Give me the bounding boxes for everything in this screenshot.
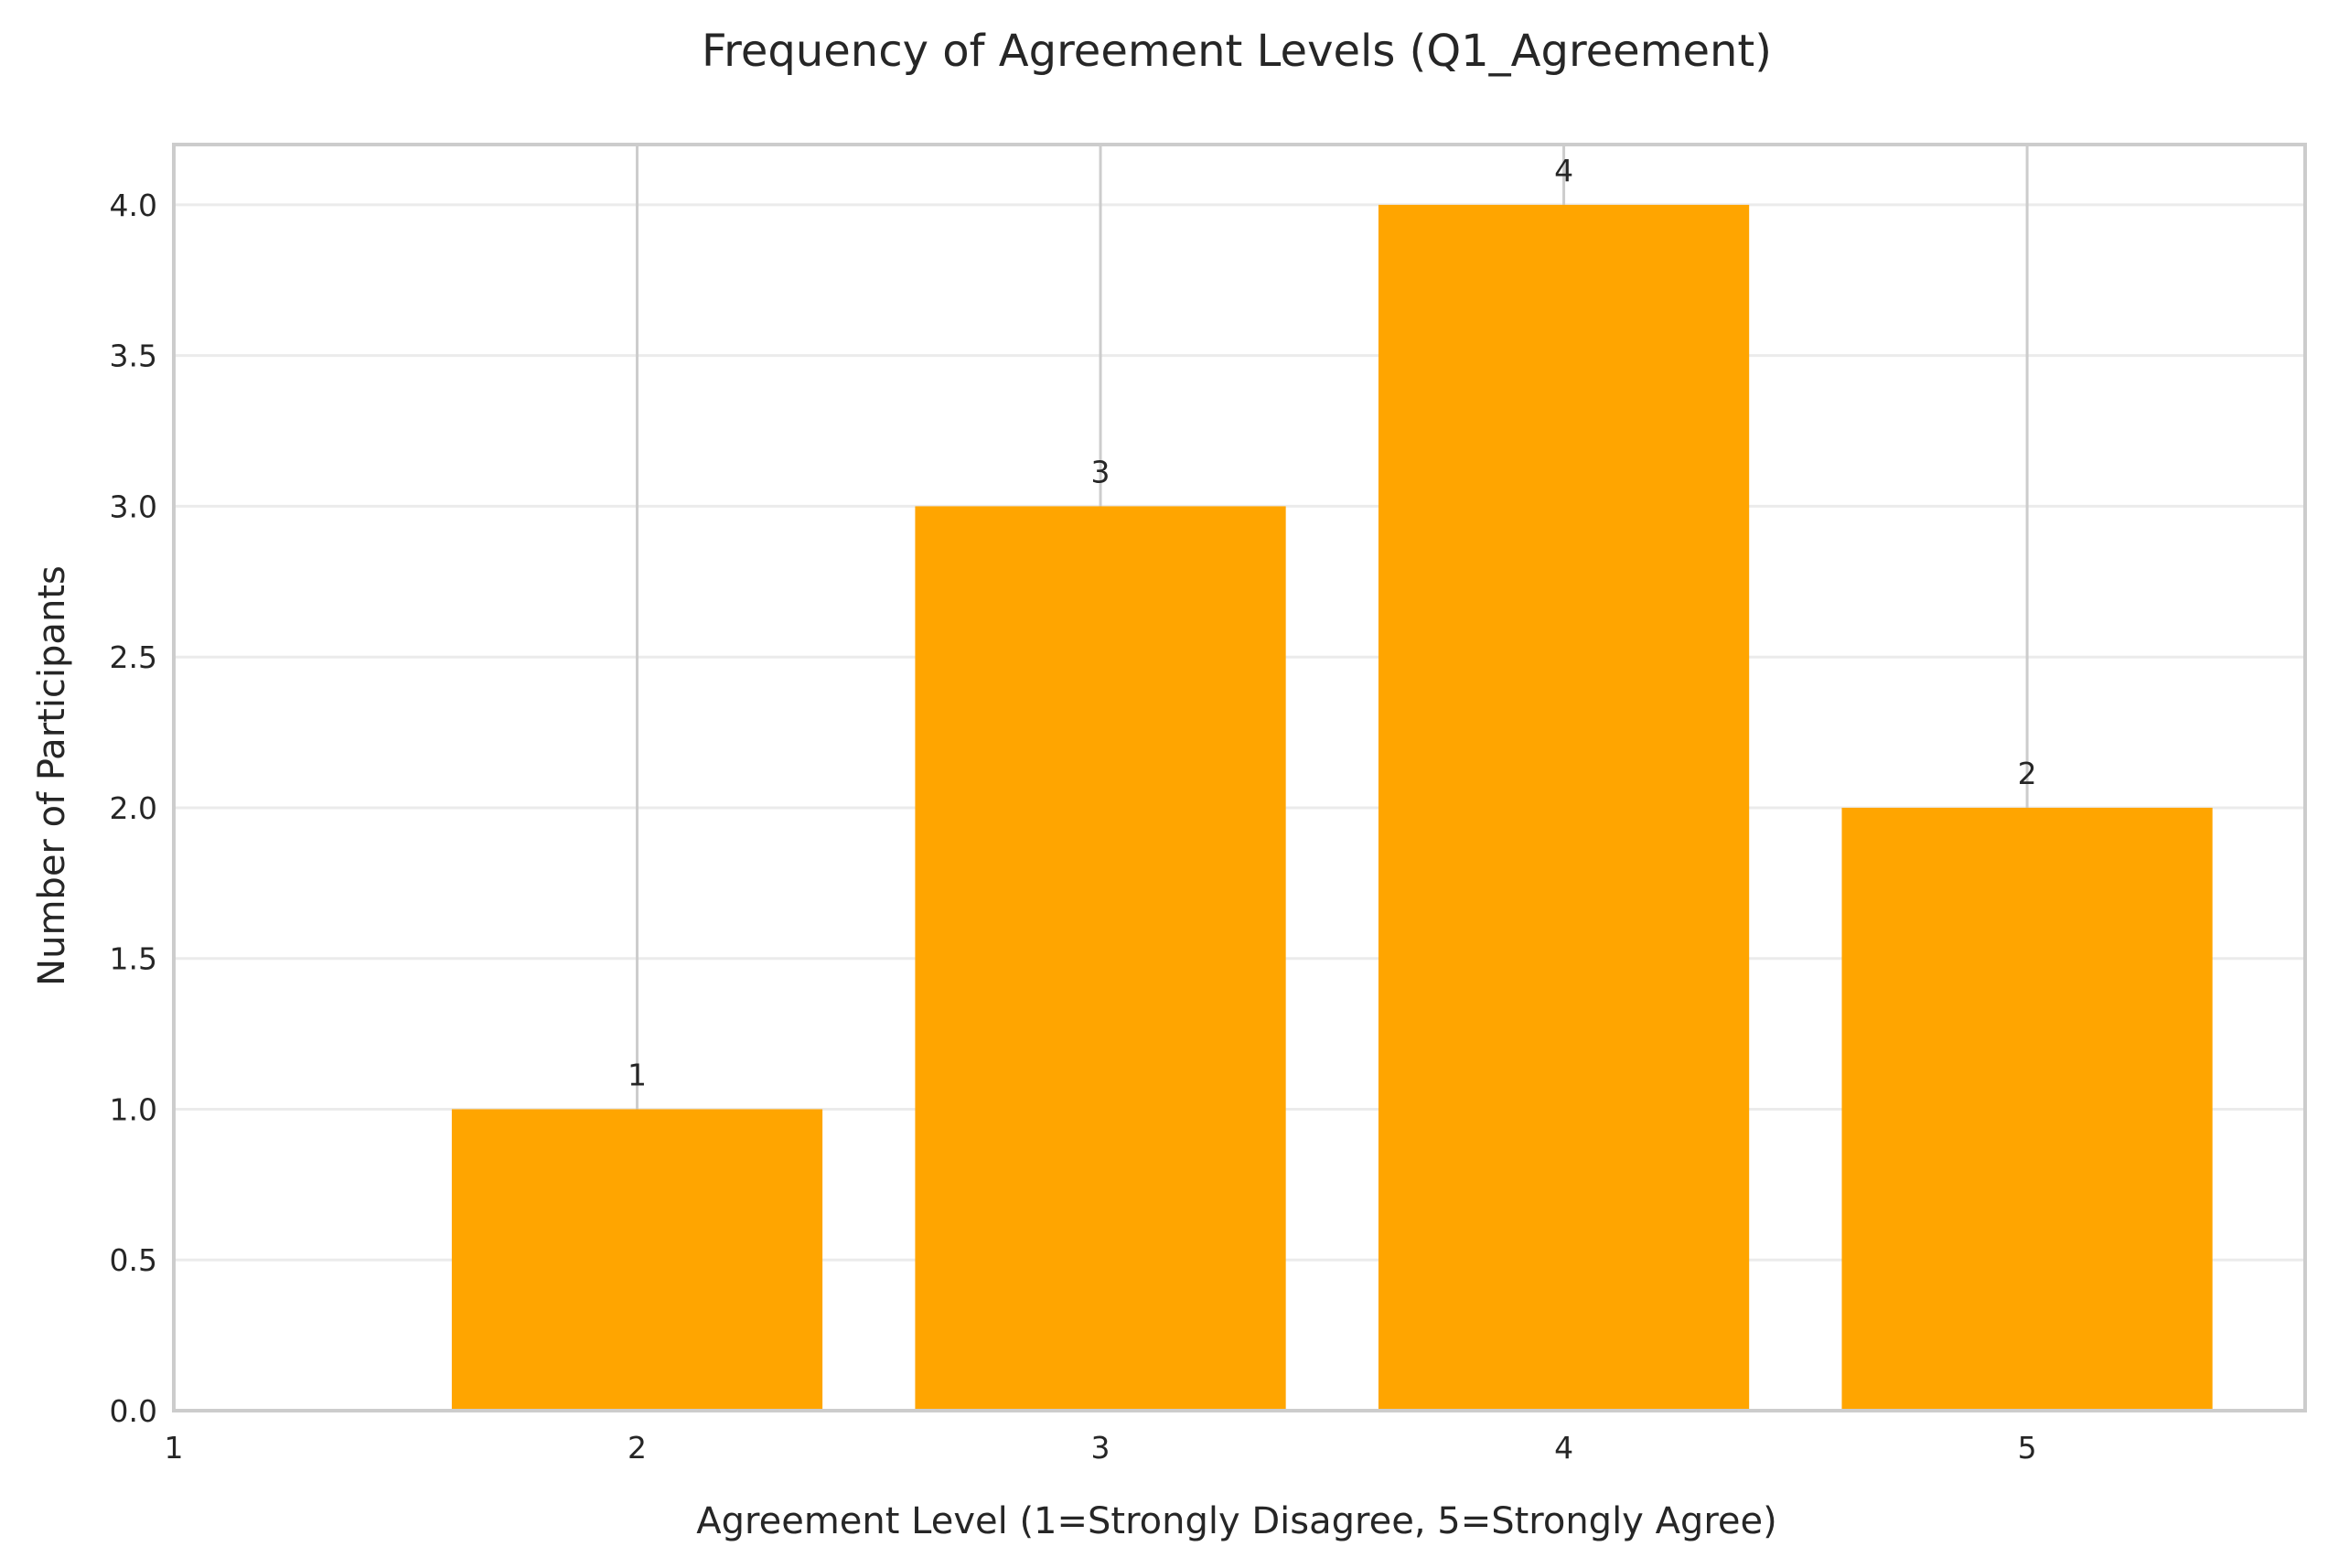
plot-frame — [172, 143, 2307, 1412]
data-labels: 1 3 4 2 — [628, 153, 2037, 1093]
data-label-2: 1 — [628, 1057, 647, 1092]
bar-2 — [451, 1109, 823, 1411]
bars — [451, 204, 2213, 1411]
y-tick-label-3: 1.5 — [110, 941, 157, 977]
bar-3 — [915, 506, 1286, 1411]
tick-labels: 1 2 3 4 5 0.0 0.5 1.0 1.5 2.0 2.5 3.0 3.5 4.0 — [110, 188, 2037, 1466]
data-label-5: 2 — [2018, 756, 2037, 791]
y-tick-label-8: 4.0 — [110, 188, 157, 223]
y-tick-label-7: 3.5 — [110, 338, 157, 374]
x-tick-label-1: 2 — [628, 1430, 647, 1466]
y-tick-label-1: 0.5 — [110, 1242, 157, 1278]
x-tick-label-0: 1 — [165, 1430, 184, 1466]
chart-title: Frequency of Agreement Levels (Q1_Agreem… — [702, 26, 1772, 77]
bar-4 — [1378, 204, 1750, 1411]
y-tick-label-2: 1.0 — [110, 1091, 157, 1127]
data-label-3: 3 — [1091, 454, 1110, 489]
x-tick-label-3: 4 — [1554, 1430, 1573, 1466]
y-tick-label-0: 0.0 — [110, 1393, 157, 1429]
x-tick-label-4: 5 — [2018, 1430, 2037, 1466]
y-tick-label-5: 2.5 — [110, 639, 157, 675]
y-tick-label-4: 2.0 — [110, 790, 157, 826]
x-axis-label: Agreement Level (1=Strongly Disagree, 5=… — [696, 1500, 1776, 1542]
data-label-4: 4 — [1554, 153, 1573, 188]
x-tick-label-2: 3 — [1091, 1430, 1110, 1466]
y-tick-label-6: 3.0 — [110, 489, 157, 524]
bar-5 — [1841, 807, 2213, 1411]
plot-border — [172, 143, 2307, 1412]
y-axis-label: Number of Participants — [31, 565, 73, 986]
